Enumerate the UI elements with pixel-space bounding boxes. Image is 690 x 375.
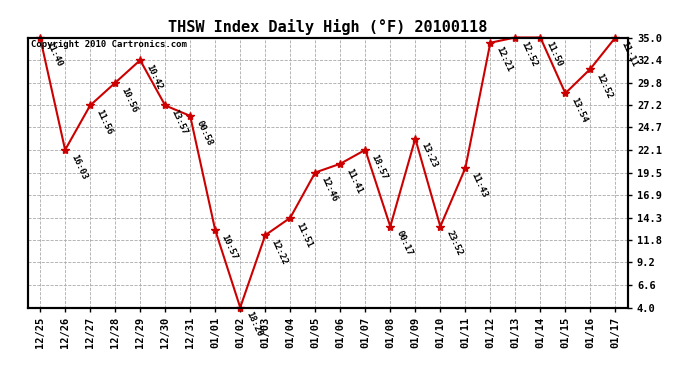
Text: 11:43: 11:43: [469, 171, 489, 199]
Text: 18:20: 18:20: [244, 310, 264, 339]
Text: 11:51: 11:51: [295, 220, 314, 249]
Text: 12:46: 12:46: [319, 175, 339, 204]
Text: 10:42: 10:42: [144, 63, 164, 91]
Text: 12:21: 12:21: [495, 45, 514, 74]
Text: 16:03: 16:03: [69, 153, 89, 181]
Text: 12:52: 12:52: [520, 40, 539, 69]
Text: 11:11: 11:11: [620, 40, 639, 69]
Text: 10:57: 10:57: [219, 233, 239, 261]
Text: 11:40: 11:40: [44, 40, 63, 69]
Text: 13:23: 13:23: [420, 141, 439, 170]
Text: 10:56: 10:56: [119, 86, 139, 114]
Text: 12:52: 12:52: [595, 72, 614, 100]
Text: 13:54: 13:54: [569, 96, 589, 124]
Text: 12:22: 12:22: [269, 238, 289, 266]
Text: 11:50: 11:50: [544, 40, 564, 69]
Text: 11:56: 11:56: [95, 108, 114, 136]
Text: 23:52: 23:52: [444, 229, 464, 258]
Text: 00:58: 00:58: [195, 118, 214, 147]
Text: 18:57: 18:57: [369, 153, 389, 181]
Text: 00:17: 00:17: [395, 229, 414, 258]
Title: THSW Index Daily High (°F) 20100118: THSW Index Daily High (°F) 20100118: [168, 19, 487, 35]
Text: 13:57: 13:57: [169, 108, 189, 136]
Text: Copyright 2010 Cartronics.com: Copyright 2010 Cartronics.com: [30, 40, 186, 49]
Text: 11:41: 11:41: [344, 166, 364, 195]
